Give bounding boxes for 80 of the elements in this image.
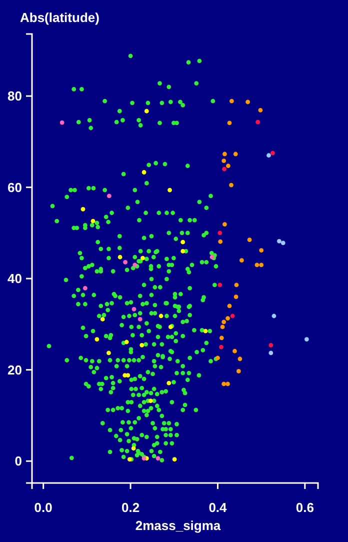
point [280,240,286,246]
point [227,120,232,126]
point [246,100,250,104]
point [118,254,122,260]
point [180,249,186,254]
point [123,260,128,264]
point [218,282,222,288]
point [232,348,237,354]
point [229,98,234,104]
point [172,457,177,462]
point [234,294,238,300]
point [218,230,222,236]
x-tick-label: 0.2 [121,500,140,516]
point [156,456,160,461]
point [238,356,242,362]
point [277,238,282,244]
x-tick-label: 0.0 [34,500,52,516]
point [219,336,224,340]
point [82,286,88,290]
point [106,350,111,356]
point [240,258,244,263]
point [226,164,230,168]
point [304,337,309,342]
point [222,166,226,172]
point [268,350,274,356]
x-axis-title: 2mass_sigma [135,518,222,533]
point [166,380,172,386]
point [140,342,144,348]
point [124,340,129,344]
point [222,320,226,324]
point [222,222,227,226]
point [132,306,136,312]
y-tick-label: 20 [8,362,22,378]
point [234,282,239,288]
point [266,153,271,158]
point [94,337,100,342]
point [270,150,275,156]
point [144,108,149,114]
point [100,316,105,322]
point [126,373,130,378]
y-tick-label: 80 [8,88,22,104]
point [229,182,234,188]
point [106,194,112,198]
point [80,207,86,212]
point [247,238,252,242]
point [256,120,260,124]
point [259,262,264,268]
x-tick-label: 0.4 [208,500,228,516]
point [254,262,260,268]
point [168,188,172,192]
y-tick-label: 60 [8,180,22,195]
point [222,152,227,156]
point [220,324,225,330]
point [268,342,274,348]
point [140,256,145,260]
y-tick-label: 40 [8,271,22,286]
point [258,108,263,112]
point [259,248,264,252]
point [226,316,230,320]
point [218,239,223,244]
point [90,218,96,224]
x-tick-label: 0.6 [296,500,314,516]
point [203,328,208,334]
point [158,314,164,318]
point [219,344,224,350]
point [142,170,146,174]
point [131,446,136,451]
point [222,158,226,164]
point [236,369,241,374]
point [148,398,153,404]
point [226,382,230,386]
point [180,240,186,244]
point [230,314,235,318]
point [60,120,64,125]
point [227,304,232,308]
point [272,314,276,318]
point [138,316,142,322]
chart-title: Abs(latitude) [20,10,100,25]
y-tick-label: 0 [14,454,22,469]
point [233,152,238,156]
